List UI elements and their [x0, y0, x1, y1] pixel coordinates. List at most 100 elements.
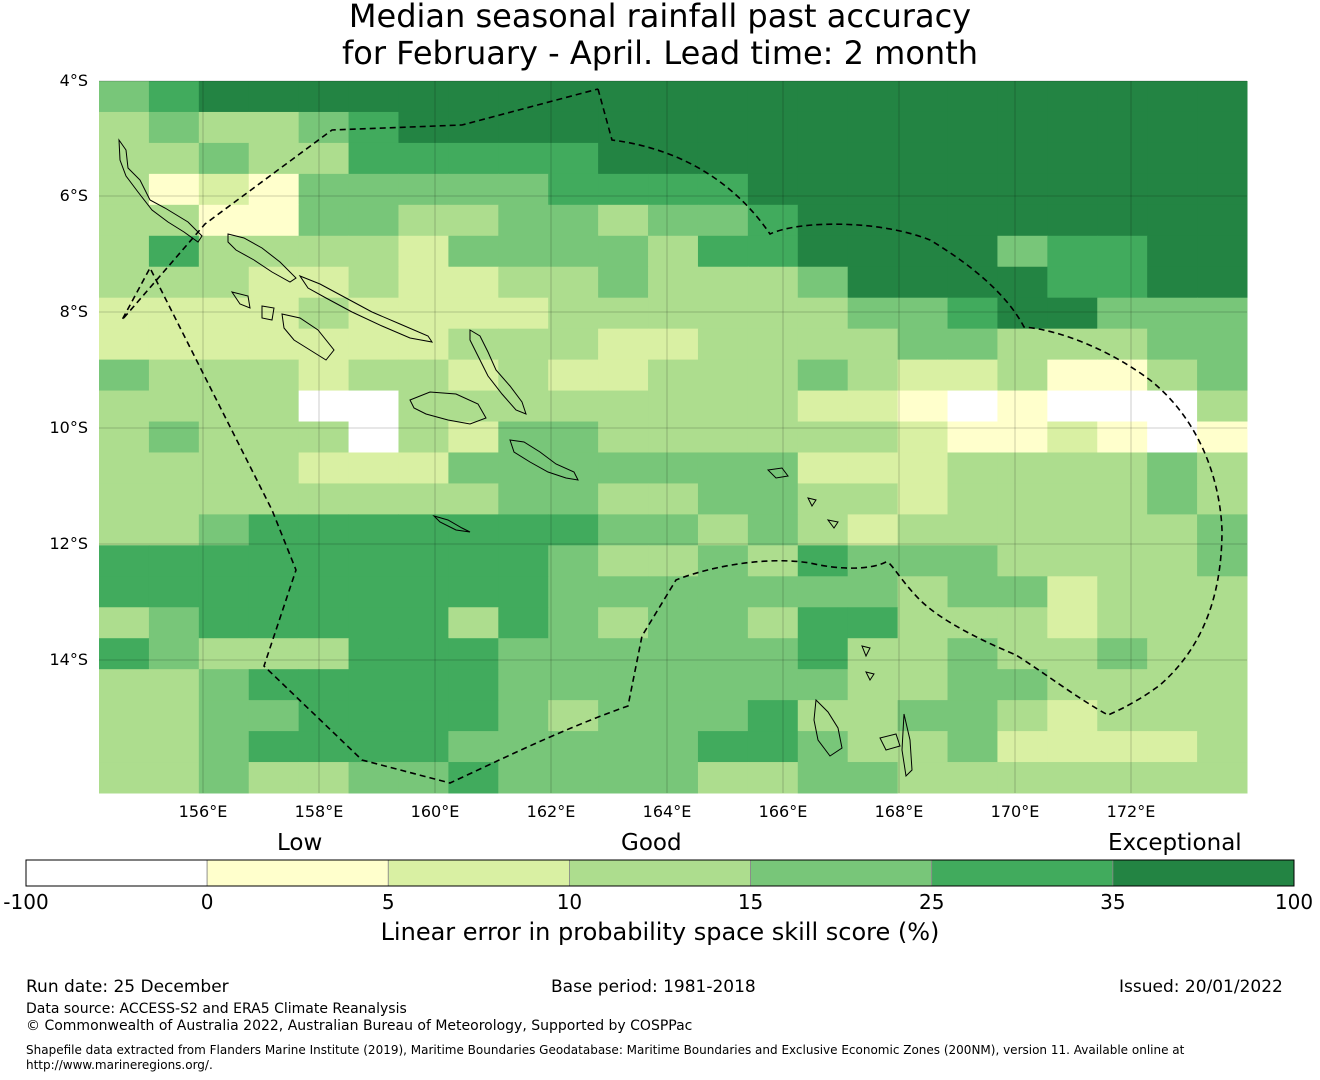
grid-cell — [947, 359, 998, 392]
grid-cell — [847, 173, 899, 206]
grid-cell — [548, 607, 599, 639]
grid-cell — [598, 762, 649, 794]
grid-cell — [198, 607, 250, 639]
longitude-label: 172°E — [1106, 802, 1156, 821]
grid-cell — [747, 297, 799, 330]
grid-cell — [897, 700, 949, 732]
grid-cell — [747, 700, 799, 732]
grid-cell — [598, 235, 649, 268]
grid-cell — [298, 204, 350, 237]
longitude-label: 164°E — [642, 802, 692, 821]
grid-cell — [448, 297, 499, 330]
grid-cell — [1197, 452, 1248, 484]
grid-cell — [99, 731, 150, 763]
grid-cell — [198, 700, 250, 732]
grid-cell — [947, 669, 998, 701]
grid-cell — [1197, 607, 1248, 639]
grid-cell — [697, 173, 749, 206]
grid-cell — [548, 204, 599, 237]
grid-cell — [248, 359, 300, 392]
grid-cell — [398, 421, 449, 453]
grid-cell — [148, 204, 200, 237]
grid-cell — [1097, 266, 1148, 299]
grid-cell — [797, 638, 849, 670]
grid-cell — [298, 669, 350, 701]
grid-cell — [897, 173, 949, 206]
grid-cell — [248, 514, 300, 546]
grid-cell — [697, 576, 749, 608]
grid-cell — [1047, 421, 1098, 453]
grid-cell — [847, 514, 899, 546]
grid-cell — [298, 483, 350, 515]
grid-cell — [697, 111, 749, 144]
grid-cell — [1147, 204, 1198, 237]
grid-cell — [1097, 421, 1148, 453]
grid-cell — [1147, 700, 1198, 732]
grid-cell — [797, 235, 849, 268]
grid-cell — [847, 235, 899, 268]
grid-cell — [648, 111, 699, 144]
grid-cell — [148, 638, 200, 670]
grid-cell — [248, 235, 300, 268]
grid-cell — [498, 483, 549, 515]
grid-cell — [1097, 638, 1148, 670]
grid-cell — [747, 81, 799, 113]
grid-cell — [1047, 266, 1098, 299]
grid-cell — [398, 669, 449, 701]
grid-cell — [1147, 297, 1198, 330]
grid-cell — [1097, 669, 1148, 701]
latitude-label: 14°S — [49, 650, 88, 669]
grid-cell — [298, 235, 350, 268]
grid-cell — [598, 669, 649, 701]
grid-cell — [1047, 235, 1098, 268]
category-low: Low — [277, 830, 323, 856]
grid-cell — [747, 390, 799, 423]
grid-cell — [847, 762, 899, 794]
grid-cell — [198, 235, 250, 268]
grid-cell — [498, 328, 549, 361]
grid-cell — [448, 173, 499, 206]
grid-cell — [498, 297, 549, 330]
grid-cell — [398, 111, 449, 144]
latitude-label: 10°S — [49, 418, 88, 437]
grid-cell — [797, 545, 849, 577]
grid-cell — [448, 359, 499, 392]
grid-cell — [298, 142, 350, 175]
island-choiseul — [227, 233, 297, 283]
grid-cell — [648, 359, 699, 392]
grid-cell — [1147, 514, 1198, 546]
grid-cell — [198, 81, 250, 113]
grid-cell — [747, 111, 799, 144]
grid-cell — [847, 328, 899, 361]
grid-cell — [897, 638, 949, 670]
grid-cell — [648, 390, 699, 423]
grid-cell — [148, 390, 200, 423]
grid-cell — [398, 328, 449, 361]
category-exceptional: Exceptional — [1108, 830, 1242, 856]
grid-cell — [248, 545, 300, 577]
colorbar-segment — [931, 859, 1114, 887]
grid-cell — [548, 235, 599, 268]
grid-cell — [148, 328, 200, 361]
grid-cell — [1147, 390, 1198, 423]
grid-cell — [348, 638, 399, 670]
grid-cell — [1147, 452, 1198, 484]
grid-cell — [498, 545, 549, 577]
grid-cell — [598, 545, 649, 577]
grid-cell — [797, 297, 849, 330]
grid-cell — [398, 142, 449, 175]
grid-cell — [697, 514, 749, 546]
grid-cell — [697, 421, 749, 453]
grid-cell — [148, 669, 200, 701]
grid-cell — [448, 390, 499, 423]
grid-cell — [747, 762, 799, 794]
grid-cell — [148, 762, 200, 794]
grid-cell — [348, 142, 399, 175]
grid-cell — [947, 204, 998, 237]
grid-cell — [348, 483, 399, 515]
grid-cell — [797, 514, 849, 546]
grid-cell — [1047, 514, 1098, 546]
colorbar-tick-label: 15 — [737, 890, 764, 914]
grid-cell — [997, 638, 1048, 670]
grid-cell — [298, 266, 350, 299]
